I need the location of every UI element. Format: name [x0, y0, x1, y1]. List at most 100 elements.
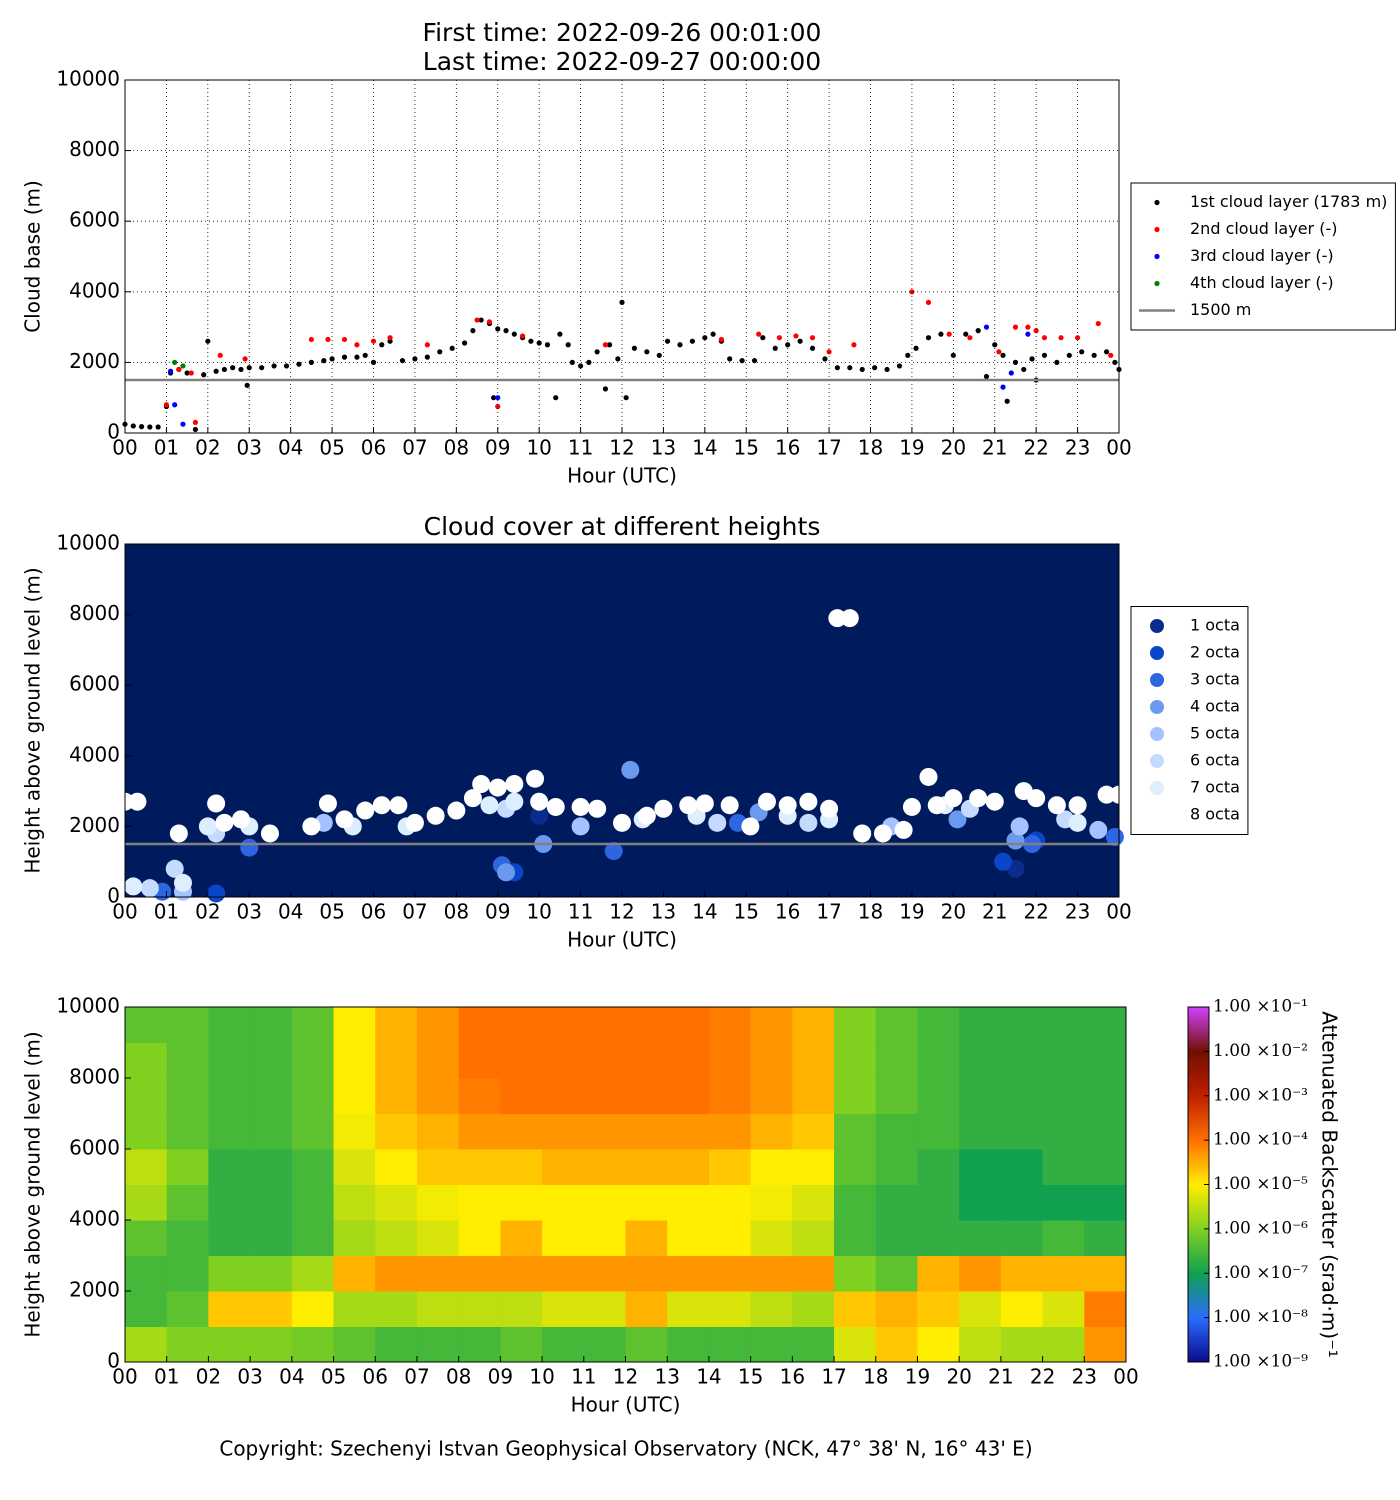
colorbar-swatch — [1188, 1277, 1209, 1281]
point — [387, 335, 393, 341]
heat-cell — [125, 1113, 168, 1150]
heat-cell — [1084, 1078, 1127, 1114]
point — [480, 796, 499, 815]
colorbar-swatch — [1188, 1359, 1209, 1363]
colorbar-swatch — [1188, 1355, 1209, 1359]
heat-cell — [625, 1184, 668, 1221]
heat-cell — [792, 1291, 835, 1327]
heat-cell — [917, 1113, 960, 1150]
colorbar-swatch — [1188, 1038, 1209, 1041]
x-tick-label: 03 — [237, 1365, 262, 1389]
point — [872, 365, 878, 371]
point — [546, 797, 565, 816]
heat-cell — [1000, 1149, 1044, 1185]
point — [577, 363, 584, 369]
x-tick-label: 22 — [1030, 1365, 1055, 1389]
heat-cell — [750, 1042, 793, 1079]
y-tick-label: 2000 — [69, 1278, 120, 1302]
point — [505, 775, 524, 794]
chart-subtitle: Last time: 2022-09-27 00:00:00 — [423, 47, 821, 76]
point — [271, 363, 277, 369]
heat-cell — [834, 1326, 877, 1363]
heat-cell — [667, 1149, 710, 1185]
y-tick-label: 0 — [107, 884, 120, 908]
x-tick-label: 14 — [696, 1365, 721, 1389]
point — [571, 817, 590, 836]
x-tick-label: 21 — [988, 1365, 1013, 1389]
heat-cell — [792, 1113, 835, 1150]
point — [321, 358, 327, 364]
colorbar-swatch — [1188, 1271, 1209, 1274]
heat-cell — [667, 1184, 710, 1221]
colorbar-swatch — [1188, 1186, 1209, 1190]
point — [463, 789, 482, 808]
point — [797, 338, 803, 344]
point — [167, 368, 174, 374]
colorbar-swatch — [1188, 1042, 1209, 1046]
colorbar-swatch — [1188, 1069, 1209, 1072]
colorbar-swatch — [1188, 1350, 1209, 1354]
colorbar-swatch — [1188, 1049, 1209, 1052]
point — [1058, 335, 1064, 341]
x-tick-label: 00 — [112, 436, 137, 460]
x-tick-label: 12 — [613, 1365, 638, 1389]
colorbar-swatch — [1188, 1268, 1209, 1272]
colorbar-swatch — [1188, 1228, 1209, 1232]
heat-cell — [208, 1220, 251, 1256]
colorbar-swatch — [1188, 1011, 1209, 1015]
x-tick-label: 06 — [361, 436, 386, 460]
heat-cell — [750, 1220, 793, 1256]
point — [172, 359, 178, 365]
colorbar-swatch — [1188, 1044, 1209, 1048]
point — [231, 810, 250, 829]
colorbar-swatch — [1188, 1182, 1209, 1185]
point — [963, 331, 969, 337]
heat-cell — [208, 1042, 251, 1079]
point — [938, 331, 944, 337]
heat-cell — [792, 1184, 835, 1221]
point — [594, 349, 600, 355]
colorbar-swatch — [1188, 1197, 1209, 1201]
colorbar-swatch — [1188, 1313, 1209, 1316]
colorbar-swatch — [1188, 1206, 1209, 1210]
point — [399, 358, 406, 364]
heat-cell — [708, 1042, 752, 1079]
heat-cell — [458, 1149, 501, 1185]
point — [503, 328, 509, 334]
heat-cell — [416, 1042, 460, 1079]
legend-label: 8 octa — [1190, 805, 1240, 824]
heat-cell — [416, 1007, 460, 1043]
heat-cell — [625, 1220, 668, 1256]
x-tick-label: 06 — [361, 900, 386, 924]
heat-cell — [708, 1007, 752, 1043]
heat-cell — [375, 1078, 418, 1114]
heat-cell — [458, 1113, 501, 1150]
heat-cell — [959, 1255, 1002, 1292]
heat-cell — [708, 1326, 752, 1363]
heat-cell — [125, 1149, 168, 1185]
point — [478, 317, 484, 323]
colorbar-swatch — [1188, 1275, 1209, 1279]
x-tick-label: 18 — [858, 436, 883, 460]
point — [948, 810, 967, 829]
point — [571, 797, 590, 816]
colorbar-swatch — [1188, 1231, 1209, 1234]
heat-cell — [125, 1326, 168, 1363]
point — [606, 342, 613, 348]
heat-cell — [458, 1291, 501, 1327]
plot-frame — [124, 79, 1120, 434]
point — [486, 319, 493, 325]
point — [553, 395, 559, 401]
heat-cell — [375, 1149, 418, 1185]
colorbar-swatch — [1188, 1146, 1209, 1150]
heat-cell — [291, 1326, 335, 1363]
point — [242, 356, 248, 362]
heat-cell — [1042, 1007, 1085, 1043]
point — [192, 426, 199, 433]
x-tick-label: 04 — [279, 1365, 304, 1389]
colorbar-swatch — [1188, 1233, 1209, 1237]
heat-cell — [750, 1326, 793, 1363]
point — [240, 838, 259, 857]
legend-marker — [1150, 619, 1164, 633]
